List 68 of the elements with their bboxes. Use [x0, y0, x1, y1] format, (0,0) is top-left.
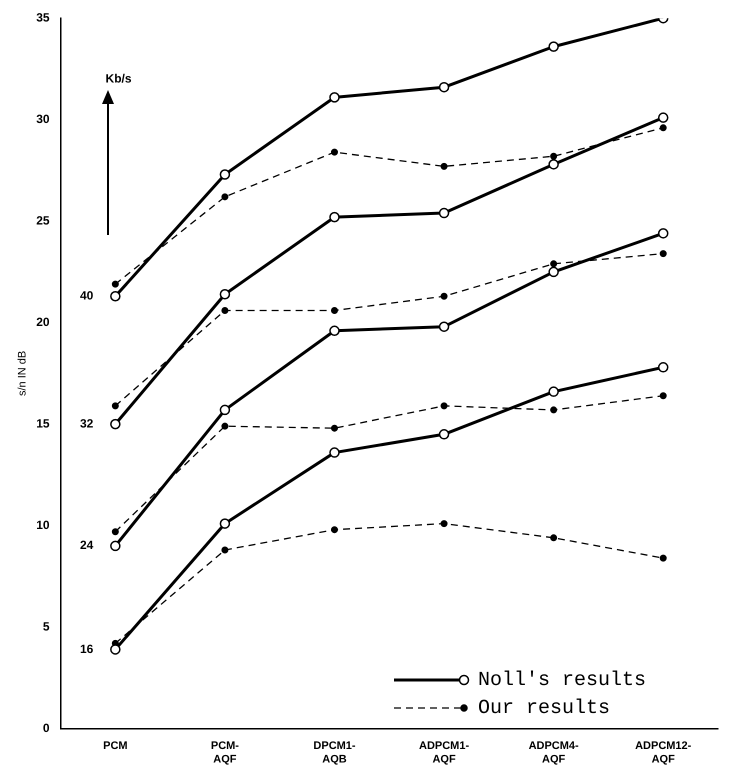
legend-label: Noll's results — [478, 668, 646, 692]
point — [329, 447, 340, 458]
point — [329, 212, 340, 222]
point — [550, 534, 558, 542]
point — [658, 228, 668, 239]
point — [110, 644, 121, 655]
point — [221, 422, 228, 430]
point — [110, 291, 121, 302]
point — [660, 392, 667, 400]
point — [438, 208, 450, 218]
point — [658, 362, 668, 373]
point — [550, 260, 558, 268]
point — [112, 402, 119, 410]
x-tick-label: ADPCM4-AQF — [528, 740, 580, 766]
x-tick-label: PCM-AQF — [210, 740, 240, 766]
y-tick-label: 0 — [42, 720, 50, 735]
point — [329, 92, 340, 103]
point — [438, 429, 450, 440]
point — [548, 41, 559, 52]
point — [660, 554, 667, 562]
point — [112, 528, 119, 536]
point — [438, 82, 450, 92]
x-tick-label: PCM — [103, 740, 128, 752]
point — [330, 148, 338, 156]
y-tick-label: 15 — [36, 416, 50, 430]
y-tick-label: 35 — [36, 10, 50, 25]
point — [548, 386, 559, 397]
annotation: Kb/s — [106, 71, 132, 86]
point — [330, 306, 338, 314]
point — [221, 193, 228, 200]
point — [110, 418, 121, 430]
point — [440, 292, 448, 300]
point — [112, 280, 119, 288]
point — [220, 169, 230, 180]
point — [438, 321, 450, 332]
annotation: 40 — [80, 288, 94, 303]
point — [440, 520, 448, 528]
point — [110, 540, 121, 552]
point — [548, 159, 559, 170]
x-tick-label: ADPCM1-AQF — [419, 740, 470, 766]
point — [660, 124, 667, 132]
point — [550, 406, 558, 414]
point — [550, 152, 558, 160]
y-tick-label: 30 — [36, 112, 50, 126]
annotation: 24 — [80, 538, 94, 552]
legend-label: Our results — [478, 696, 610, 720]
point — [440, 162, 448, 170]
point — [220, 518, 230, 529]
y-tick-label: 20 — [36, 314, 50, 329]
point — [220, 288, 230, 300]
y-axis-title: s/n IN dB — [16, 350, 29, 396]
y-tick-label: 25 — [36, 213, 50, 228]
point — [548, 266, 559, 278]
x-tick-label: DPCM1-AQB — [313, 740, 356, 766]
point — [658, 112, 668, 123]
annotation: 16 — [80, 642, 94, 656]
point — [221, 546, 228, 554]
y-tick-label: 5 — [42, 619, 50, 634]
point — [330, 526, 338, 534]
point — [220, 404, 230, 416]
point — [440, 402, 448, 410]
y-tick-label: 10 — [36, 518, 50, 532]
x-tick-label: ADPCM12-AQF — [635, 740, 692, 766]
point — [221, 306, 228, 314]
point — [660, 250, 667, 258]
point — [329, 326, 340, 336]
annotation: 32 — [80, 416, 94, 430]
point — [330, 424, 338, 432]
